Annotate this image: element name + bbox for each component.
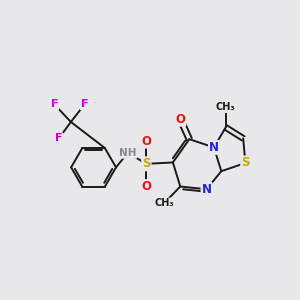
Text: S: S: [241, 157, 250, 169]
Text: F: F: [55, 134, 63, 143]
Text: N: N: [209, 141, 219, 154]
Text: F: F: [51, 100, 58, 110]
Text: O: O: [175, 113, 185, 126]
Text: O: O: [141, 180, 152, 193]
Text: CH₃: CH₃: [154, 199, 174, 208]
Text: F: F: [81, 100, 88, 110]
Text: O: O: [141, 135, 152, 148]
Text: S: S: [142, 157, 151, 170]
Text: NH: NH: [119, 148, 136, 158]
Text: CH₃: CH₃: [216, 102, 236, 112]
Text: N: N: [202, 183, 212, 196]
